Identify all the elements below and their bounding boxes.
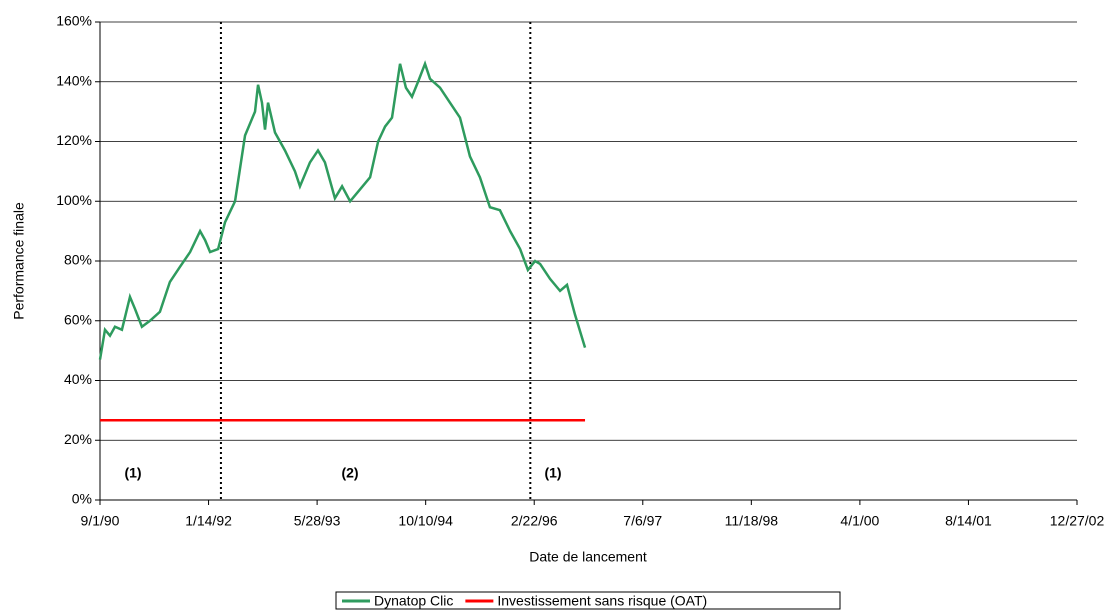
x-tick-label: 12/27/02	[1050, 513, 1105, 529]
y-tick-label: 160%	[56, 13, 92, 29]
y-tick-label: 0%	[72, 491, 92, 507]
y-tick-label: 140%	[56, 72, 92, 88]
annotation: (2)	[341, 465, 358, 481]
x-tick-label: 7/6/97	[623, 513, 662, 529]
x-tick-label: 10/10/94	[398, 513, 453, 529]
legend-label: Investissement sans risque (OAT)	[497, 593, 707, 609]
annotation: (1)	[124, 465, 141, 481]
x-tick-label: 9/1/90	[81, 513, 120, 529]
y-tick-label: 100%	[56, 192, 92, 208]
y-tick-label: 20%	[64, 431, 92, 447]
annotation: (1)	[544, 465, 561, 481]
y-axis-title: Performance finale	[11, 202, 27, 320]
series-line	[98, 60, 587, 360]
y-tick-label: 120%	[56, 132, 92, 148]
legend-label: Dynatop Clic	[374, 593, 453, 609]
x-tick-label: 4/1/00	[840, 513, 879, 529]
x-axis-title: Date de lancement	[529, 549, 647, 565]
y-tick-label: 80%	[64, 252, 92, 268]
y-tick-label: 60%	[64, 311, 92, 327]
x-tick-label: 2/22/96	[511, 513, 558, 529]
y-tick-label: 40%	[64, 371, 92, 387]
x-tick-label: 8/14/01	[945, 513, 992, 529]
x-tick-label: 5/28/93	[294, 513, 341, 529]
legend-box	[335, 591, 841, 610]
x-tick-label: 1/14/92	[185, 513, 232, 529]
x-tick-label: 11/18/98	[725, 513, 779, 529]
